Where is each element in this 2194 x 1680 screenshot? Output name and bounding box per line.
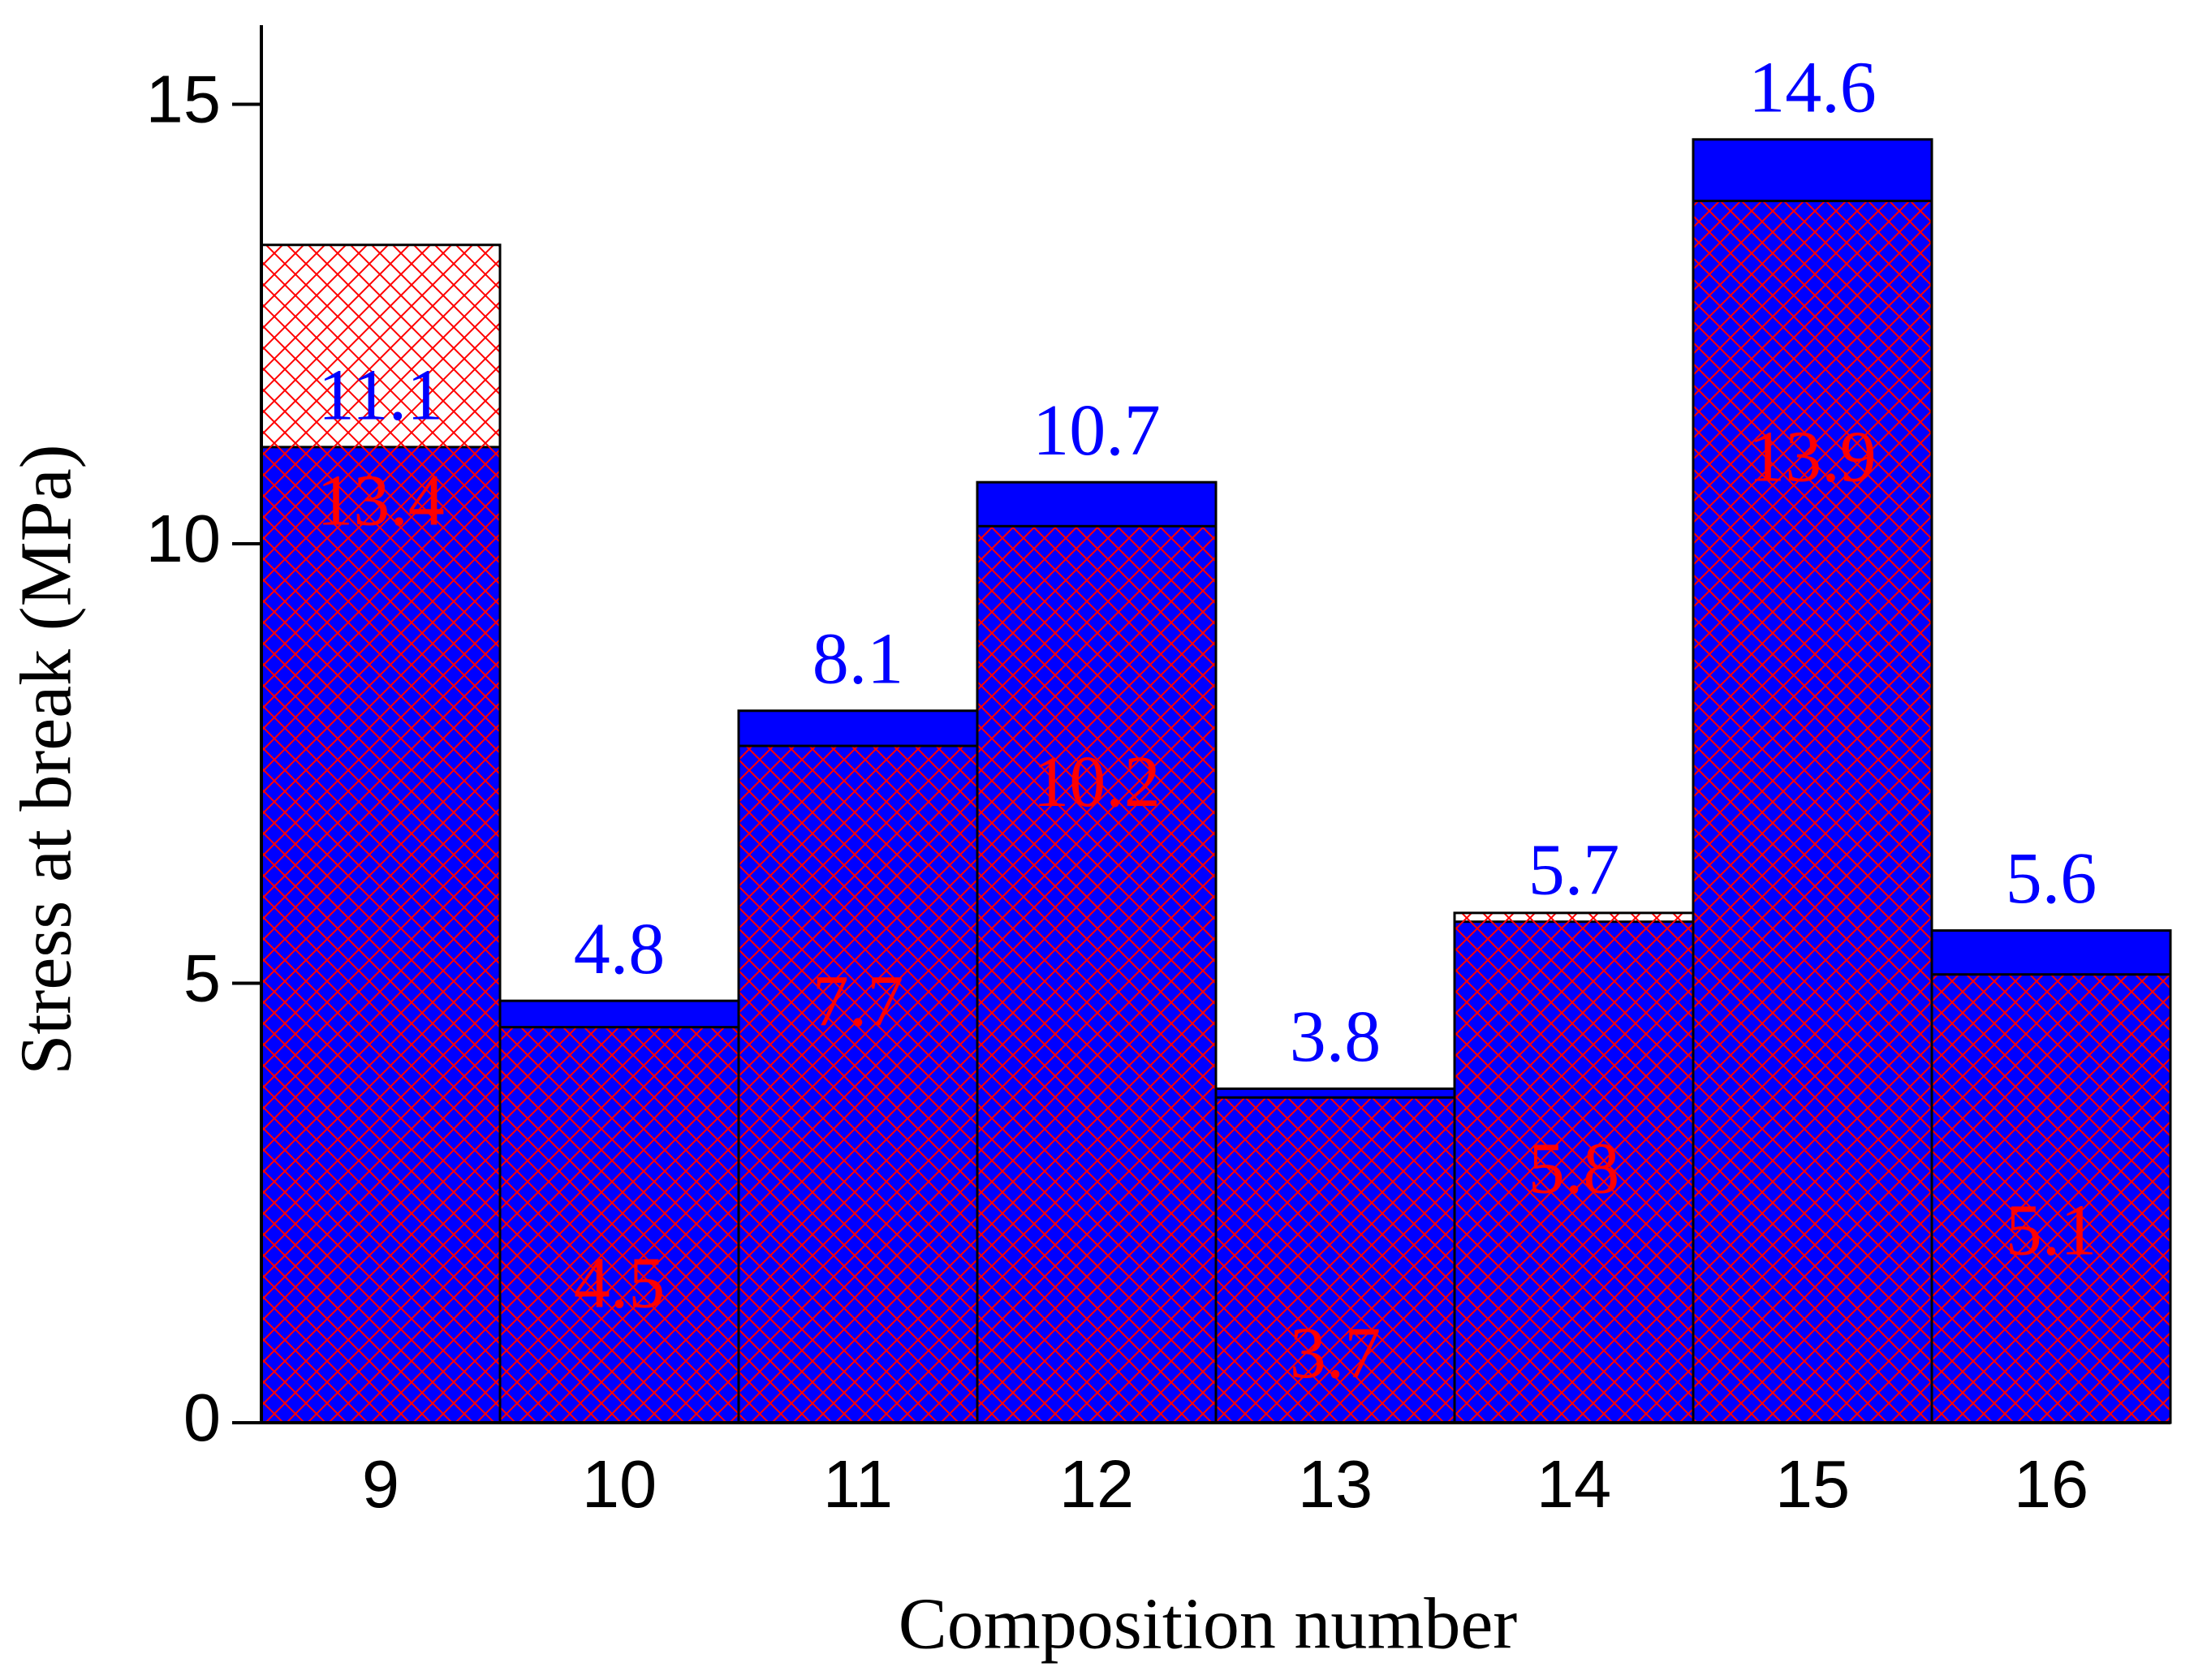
x-tick-label: 15	[1775, 1446, 1850, 1522]
x-tick-label: 9	[362, 1446, 399, 1522]
value-label: 13.4	[317, 460, 445, 541]
x-tick-label: 16	[2014, 1446, 2088, 1522]
y-tick-label: 15	[146, 61, 221, 136]
y-tick-label: 0	[183, 1380, 221, 1455]
value-label: 5.6	[2006, 838, 2097, 919]
bar	[260, 243, 502, 1424]
y-axis-title: Stress at break (MPa)	[6, 444, 87, 1075]
x-tick-label: 14	[1537, 1446, 1611, 1522]
bar	[1930, 973, 2172, 1424]
bar	[498, 1026, 740, 1424]
x-tick-label: 12	[1059, 1446, 1134, 1522]
value-label: 7.7	[813, 962, 904, 1042]
value-label: 5.7	[1528, 829, 1620, 910]
value-label: 13.9	[1748, 416, 1877, 497]
x-tick-label: 10	[582, 1446, 657, 1522]
value-label: 5.1	[2006, 1190, 2097, 1270]
value-label: 4.5	[574, 1243, 666, 1323]
value-label: 11.1	[318, 355, 443, 436]
value-label: 3.7	[1290, 1313, 1381, 1394]
value-label: 8.1	[813, 618, 904, 699]
y-tick-label: 5	[183, 940, 221, 1015]
x-tick-label: 11	[823, 1446, 893, 1522]
value-label: 4.8	[574, 909, 666, 989]
value-label: 10.7	[1032, 390, 1161, 471]
value-label: 10.2	[1032, 742, 1161, 822]
bar	[1692, 200, 1933, 1424]
bar	[737, 744, 979, 1424]
value-label: 14.6	[1748, 47, 1877, 127]
x-tick-label: 13	[1298, 1446, 1373, 1522]
bar	[976, 524, 1218, 1424]
value-label: 3.8	[1290, 997, 1381, 1077]
x-axis-title: Composition number	[899, 1584, 1518, 1665]
value-label: 5.8	[1528, 1129, 1620, 1209]
y-tick-label: 10	[146, 501, 221, 576]
